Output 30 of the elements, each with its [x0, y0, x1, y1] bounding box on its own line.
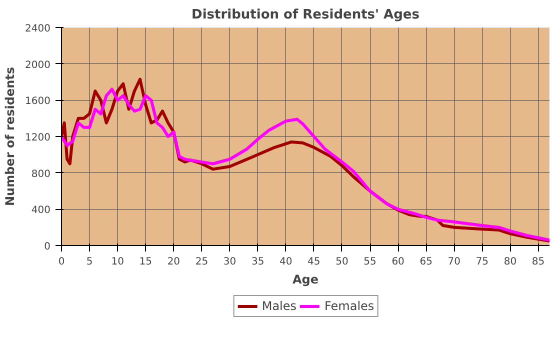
x-tick-label: 85 — [532, 256, 545, 268]
legend-label: Males — [262, 299, 297, 313]
x-tick-label: 20 — [167, 256, 180, 268]
x-tick-label: 60 — [392, 256, 404, 268]
chart-title: Distribution of Residents' Ages — [192, 8, 420, 22]
x-tick-label: 40 — [280, 256, 292, 268]
x-tick-label: 0 — [58, 256, 65, 268]
x-tick-label: 80 — [504, 256, 517, 268]
y-axis-title: Number of residents — [3, 66, 18, 206]
y-tick-label: 400 — [31, 205, 51, 216]
y-tick-label: 0 — [44, 242, 51, 252]
y-tick-label: 2000 — [25, 60, 51, 71]
x-tick-label: 70 — [448, 256, 461, 268]
x-tick-label: 65 — [420, 256, 432, 268]
y-tick-label: 2400 — [25, 24, 51, 34]
x-tick-label: 75 — [476, 256, 489, 268]
x-tick-label: 10 — [111, 256, 124, 268]
x-axis-title: Age — [292, 272, 319, 286]
x-tick-label: 30 — [223, 256, 236, 268]
x-tick-label: 45 — [308, 256, 320, 268]
x-tick-label: 55 — [364, 256, 376, 268]
x-tick-label: 50 — [336, 256, 348, 268]
x-tick-label: 35 — [251, 256, 264, 268]
x-tick-label: 15 — [139, 256, 152, 268]
y-tick-label: 1600 — [25, 96, 51, 108]
x-tick-label: 5 — [86, 256, 93, 268]
y-tick-label: 1200 — [25, 132, 51, 144]
x-tick-label: 25 — [195, 256, 208, 268]
legend-label: Females — [324, 299, 374, 313]
y-tick-label: 800 — [31, 168, 51, 180]
